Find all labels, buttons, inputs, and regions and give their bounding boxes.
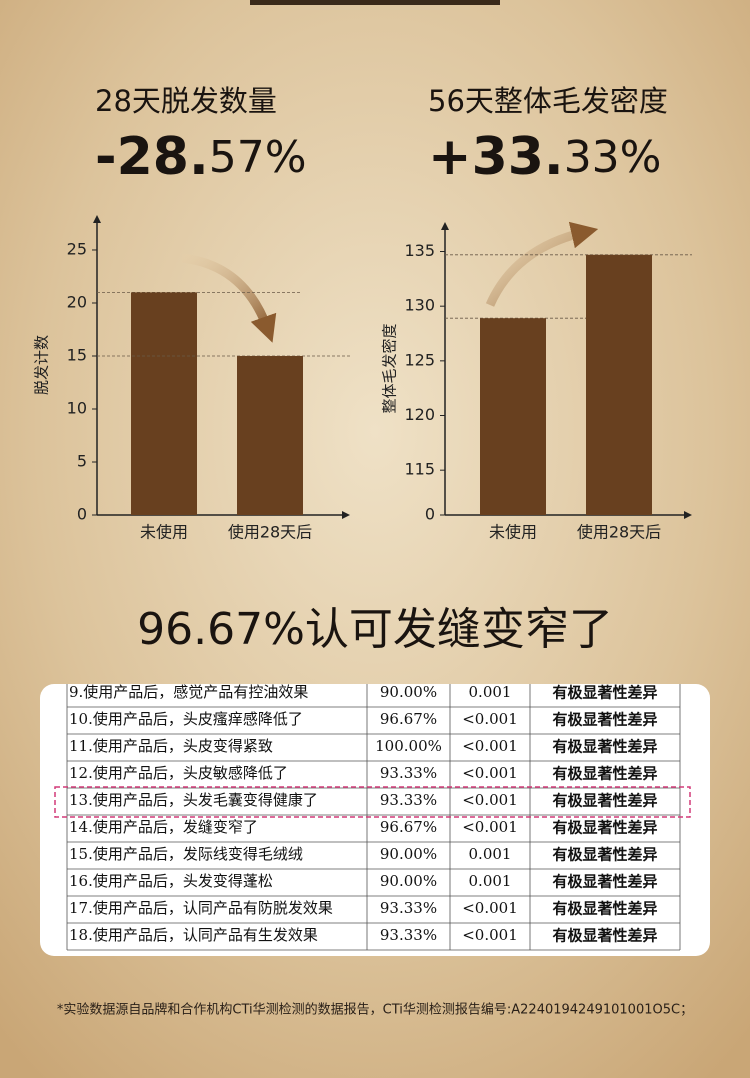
table-cell: 有极显著性差异 [552,711,657,729]
table-cell: 90.00% [380,845,437,863]
table-cell: 100.00% [375,737,442,755]
table-cell: 有极显著性差异 [552,900,657,918]
headline: 96.67%认可发缝变窄了 [137,604,613,655]
table-cell: <0.001 [462,737,518,755]
table-cell: <0.001 [462,926,518,944]
y-tick-label: 115 [404,460,435,479]
table-cell: 9.使用产品后，感觉产品有控油效果 [69,683,308,701]
table-cell: 96.67% [380,818,437,836]
table-cell: <0.001 [462,791,518,809]
table-cell: 有极显著性差异 [552,792,657,810]
y-tick-label: 5 [77,451,87,470]
table: 9.使用产品后，感觉产品有控油效果 90.00% 0.001 有极显著性差异 10.使用… [66,683,681,951]
table-cell: 有极显著性差异 [552,765,657,783]
table-cell: 17.使用产品后，认同产品有防脱发效果 [69,899,333,917]
stat-main: +33. [428,127,564,187]
y-axis-label: 脱发计数 [33,335,51,395]
table-cell: 有极显著性差异 [552,819,657,837]
table-cell: 有极显著性差异 [552,927,657,945]
y-tick-label: 0 [77,505,87,524]
footnote: *实验数据源自品牌和合作机构CTi华测检测的数据报告，CTi华测检测报告编号:A… [57,1002,693,1018]
y-tick-label: 125 [404,350,435,369]
y-tick-label: 25 [67,239,87,258]
x-tick-label: 使用28天后 [577,523,661,542]
table-cell: 16.使用产品后，头发变得蓬松 [69,872,273,890]
table-cell: 13.使用产品后，头发毛囊变得健康了 [69,791,318,809]
y-tick-label: 20 [67,292,87,311]
table-cell: 15.使用产品后，发际线变得毛绒绒 [69,845,303,863]
table-cell: <0.001 [462,818,518,836]
y-axis-label: 整体毛发密度 [381,323,399,413]
table-cell: 93.33% [380,926,437,944]
table-cell: 0.001 [469,683,512,701]
table-cell: 93.33% [380,899,437,917]
y-tick-label: 0 [425,505,435,524]
table-card [40,684,710,956]
table-cell: 93.33% [380,764,437,782]
x-axis-arrow [684,511,692,519]
bar [480,318,546,515]
stat: -28.57% [95,127,307,187]
y-axis-arrow [93,215,101,223]
table-cell: 14.使用产品后，发缝变窄了 [69,818,258,836]
x-axis-arrow [342,511,350,519]
table-cell: 有极显著性差异 [552,684,657,702]
stat: +33.33% [428,127,661,187]
stat-main: -28. [95,127,209,187]
y-tick-label: 15 [67,345,87,364]
table-cell: <0.001 [462,899,518,917]
stat-decimal: 33% [564,132,662,183]
table-cell: 93.33% [380,791,437,809]
table-cell: 90.00% [380,683,437,701]
table-cell: 18.使用产品后，认同产品有生发效果 [69,926,318,944]
bar [586,254,652,515]
table-cell: 有极显著性差异 [552,738,657,756]
y-axis-arrow [441,222,449,230]
table-cell: 有极显著性差异 [552,846,657,864]
y-tick-label: 120 [404,405,435,424]
trend-arrow [485,221,599,307]
table-cell: <0.001 [462,710,518,728]
table-cell: 有极显著性差异 [552,873,657,891]
table-cell: 0.001 [469,845,512,863]
x-tick-label: 未使用 [489,523,537,542]
stat-decimal: 57% [209,132,307,183]
bar [237,355,303,515]
x-tick-label: 使用28天后 [228,523,312,542]
top-strip [250,0,500,5]
table-cell: 0.001 [469,872,512,890]
x-tick-label: 未使用 [140,523,188,542]
bar [131,292,197,515]
highlight-box [54,786,691,818]
table-cell: 11.使用产品后，头皮变得紧致 [69,737,273,755]
y-tick-label: 10 [67,398,87,417]
table-cell: 10.使用产品后，头皮瘙痒感降低了 [69,710,303,728]
trend-arrow [181,253,277,343]
table-cell: 12.使用产品后，头皮敏感降低了 [69,764,288,782]
table-cell: <0.001 [462,764,518,782]
table-cell: 90.00% [380,872,437,890]
chart-title: 56天整体毛发密度 [428,84,668,118]
y-tick-label: 130 [404,296,435,315]
table-cell: 96.67% [380,710,437,728]
y-tick-label: 135 [404,241,435,260]
chart-title: 28天脱发数量 [95,84,277,118]
